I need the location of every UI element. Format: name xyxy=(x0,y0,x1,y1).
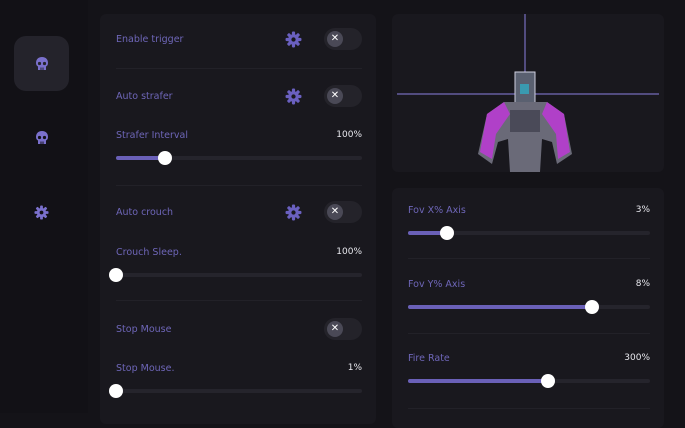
strafer_interval-slider[interactable] xyxy=(116,151,362,165)
auto_crouch-label: Auto crouch xyxy=(116,207,174,218)
strafer_interval-value: 100% xyxy=(336,130,362,140)
crouch_sleep-row: Crouch Sleep. 100% xyxy=(109,247,362,287)
stop_mouse-row: Stop Mouse ✕ xyxy=(116,318,362,342)
sidebar-item-settings[interactable] xyxy=(14,185,69,240)
strafer_interval-row: Strafer Interval 100% xyxy=(116,130,362,170)
close-icon: ✕ xyxy=(327,88,343,104)
auto_crouch-toggle[interactable]: ✕ xyxy=(324,201,362,223)
stop_mouse-label: Stop Mouse xyxy=(116,324,172,335)
gear-icon[interactable] xyxy=(285,31,302,52)
sidebar-item-skull[interactable] xyxy=(14,110,69,165)
fov_x-label: Fov X% Axis xyxy=(408,205,466,216)
slider-fill xyxy=(116,156,166,160)
stop_mouse_slider-value: 1% xyxy=(347,363,362,373)
divider xyxy=(116,68,362,69)
gear-icon xyxy=(34,205,49,220)
fov_x-value: 3% xyxy=(635,205,650,215)
stop_mouse_slider-slider[interactable] xyxy=(109,384,362,398)
gear-icon[interactable] xyxy=(285,88,302,109)
stop_mouse_slider-row: Stop Mouse. 1% xyxy=(109,363,362,403)
auto_strafer-toggle[interactable]: ✕ xyxy=(324,85,362,107)
divider xyxy=(116,185,362,186)
sidebar xyxy=(0,0,88,413)
divider xyxy=(408,408,650,409)
trigger-settings-panel: Enable trigger ✕ Auto strafer ✕ Strafer … xyxy=(100,14,376,424)
fire_rate-value: 300% xyxy=(624,353,650,363)
fov_x-slider[interactable] xyxy=(408,226,650,240)
crouch_sleep-label: Crouch Sleep. xyxy=(116,247,182,258)
fire_rate-row: Fire Rate 300% xyxy=(408,353,650,393)
divider xyxy=(408,258,650,259)
close-icon: ✕ xyxy=(327,204,343,220)
close-icon: ✕ xyxy=(327,31,343,47)
crouch_sleep-value: 100% xyxy=(336,247,362,257)
slider-thumb[interactable] xyxy=(109,268,123,282)
slider-thumb[interactable] xyxy=(158,151,173,165)
auto_strafer-row: Auto strafer ✕ xyxy=(116,85,362,109)
fov_y-value: 8% xyxy=(635,279,650,289)
fov_y-label: Fov Y% Axis xyxy=(408,279,466,290)
fov_x-row: Fov X% Axis 3% xyxy=(408,205,650,245)
fire_rate-slider[interactable] xyxy=(408,374,650,388)
fire_rate-label: Fire Rate xyxy=(408,353,450,364)
enable_trigger-label: Enable trigger xyxy=(116,34,184,45)
auto_crouch-row: Auto crouch ✕ xyxy=(116,201,362,225)
slider-thumb[interactable] xyxy=(541,374,556,388)
close-icon: ✕ xyxy=(327,321,343,337)
slider-fill xyxy=(408,305,592,309)
auto_strafer-label: Auto strafer xyxy=(116,91,173,102)
skull-icon xyxy=(35,130,48,144)
crouch_sleep-slider[interactable] xyxy=(109,268,362,282)
aim-settings-panel: Fov X% Axis 3% Fov Y% Axis 8% Fire Rate … xyxy=(392,188,664,428)
enable_trigger-row: Enable trigger ✕ xyxy=(116,28,362,52)
enable_trigger-toggle[interactable]: ✕ xyxy=(324,28,362,50)
strafer_interval-label: Strafer Interval xyxy=(116,130,188,141)
skull-icon xyxy=(35,56,48,70)
slider-thumb[interactable] xyxy=(109,384,123,398)
slider-fill xyxy=(408,379,549,383)
sidebar-item-trigger[interactable] xyxy=(14,36,69,91)
character-preview xyxy=(397,14,659,172)
slider-fill xyxy=(408,231,447,235)
gear-icon[interactable] xyxy=(285,204,302,225)
slider-thumb[interactable] xyxy=(439,226,454,240)
fov_y-slider[interactable] xyxy=(408,300,650,314)
preview-panel xyxy=(392,14,664,172)
fov_y-row: Fov Y% Axis 8% xyxy=(408,279,650,319)
stop_mouse-toggle[interactable]: ✕ xyxy=(324,318,362,340)
divider xyxy=(408,333,650,334)
divider xyxy=(116,300,362,301)
slider-thumb[interactable] xyxy=(584,300,599,314)
stop_mouse_slider-label: Stop Mouse. xyxy=(116,363,175,374)
